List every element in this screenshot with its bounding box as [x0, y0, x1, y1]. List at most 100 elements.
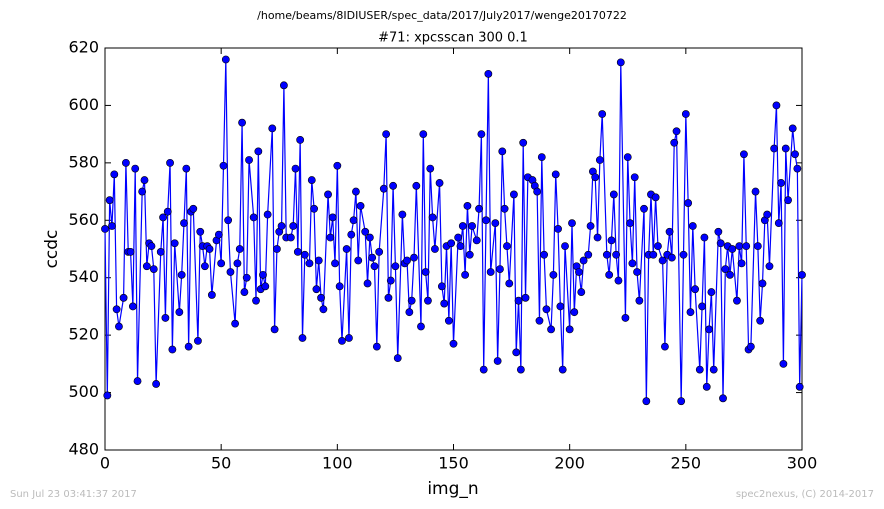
- data-point: [791, 150, 799, 159]
- data-point: [661, 342, 669, 351]
- data-point: [152, 380, 161, 388]
- data-point: [335, 282, 344, 291]
- data-point: [159, 213, 167, 222]
- data-point: [361, 227, 370, 236]
- y-tick-label: 620: [68, 38, 99, 57]
- data-point: [516, 365, 525, 374]
- data-point: [686, 308, 695, 317]
- data-point: [156, 247, 165, 256]
- data-point: [270, 325, 279, 334]
- data-point: [568, 219, 576, 228]
- data-point: [570, 308, 579, 317]
- data-point: [428, 213, 437, 222]
- data-point: [356, 202, 365, 210]
- data-point: [349, 216, 358, 225]
- data-point: [298, 334, 307, 342]
- data-point: [772, 101, 781, 110]
- data-point: [259, 270, 267, 279]
- data-point: [677, 397, 686, 406]
- data-point: [449, 339, 458, 348]
- data-point: [667, 253, 676, 262]
- data-point: [616, 58, 625, 67]
- data-point: [163, 207, 172, 216]
- data-point: [424, 296, 432, 305]
- x-tick-label: 100: [322, 454, 353, 473]
- data-point: [458, 222, 467, 230]
- data-point: [609, 190, 618, 199]
- data-point: [437, 282, 446, 291]
- data-point: [740, 150, 748, 159]
- data-point: [598, 110, 607, 118]
- data-point: [493, 357, 502, 365]
- data-point: [461, 270, 470, 279]
- y-tick-label: 500: [68, 382, 99, 401]
- data-point: [238, 118, 246, 127]
- data-point: [168, 345, 177, 354]
- data-point: [621, 314, 630, 322]
- data-point: [561, 242, 569, 251]
- data-point: [147, 242, 156, 251]
- data-point: [630, 173, 639, 182]
- data-point: [417, 322, 425, 331]
- data-point: [591, 173, 600, 182]
- data-point: [514, 296, 523, 305]
- data-point: [277, 222, 286, 230]
- data-point: [405, 308, 414, 317]
- data-point: [612, 250, 621, 259]
- y-tick-label: 540: [68, 267, 99, 286]
- data-point: [695, 365, 704, 374]
- data-point: [477, 130, 486, 139]
- data-point: [108, 222, 116, 230]
- data-point: [161, 314, 170, 322]
- data-point: [291, 164, 300, 173]
- data-point: [103, 391, 112, 400]
- data-point: [331, 259, 339, 268]
- data-point: [753, 242, 762, 251]
- data-point: [249, 213, 258, 222]
- data-point: [289, 222, 298, 230]
- data-point: [115, 322, 123, 331]
- data-point: [261, 282, 270, 291]
- data-point: [365, 233, 374, 242]
- data-point: [705, 325, 713, 334]
- data-point: [201, 262, 209, 271]
- data-point: [558, 365, 567, 374]
- data-point: [733, 296, 741, 305]
- data-point: [565, 325, 574, 334]
- data-point: [684, 199, 693, 207]
- data-point: [540, 250, 549, 259]
- data-point: [486, 268, 495, 276]
- data-point: [626, 219, 634, 228]
- data-point: [735, 242, 744, 251]
- data-point: [372, 342, 381, 351]
- data-point: [431, 245, 439, 253]
- y-axis-label: ccdc: [42, 230, 62, 269]
- data-point: [716, 239, 725, 248]
- data-point: [403, 256, 411, 265]
- data-point: [263, 210, 272, 219]
- data-point: [133, 377, 142, 385]
- data-point: [407, 296, 416, 305]
- data-point: [333, 161, 342, 170]
- data-point: [122, 158, 130, 167]
- data-point: [242, 273, 251, 282]
- data-point: [177, 270, 186, 279]
- data-point: [649, 250, 658, 259]
- data-point: [354, 256, 363, 265]
- data-point: [293, 247, 302, 256]
- data-point: [328, 213, 337, 222]
- data-point: [779, 359, 788, 368]
- data-point: [307, 176, 316, 184]
- chart-title: #71: xpcsscan 300 0.1: [378, 31, 528, 46]
- data-point: [751, 187, 760, 196]
- data-point: [170, 239, 179, 248]
- data-point: [254, 147, 263, 156]
- data-point: [166, 158, 174, 167]
- data-point: [642, 397, 651, 406]
- data-point: [421, 268, 430, 276]
- data-point: [472, 236, 481, 245]
- data-point: [688, 222, 697, 230]
- data-point: [324, 190, 332, 199]
- data-point: [219, 161, 228, 170]
